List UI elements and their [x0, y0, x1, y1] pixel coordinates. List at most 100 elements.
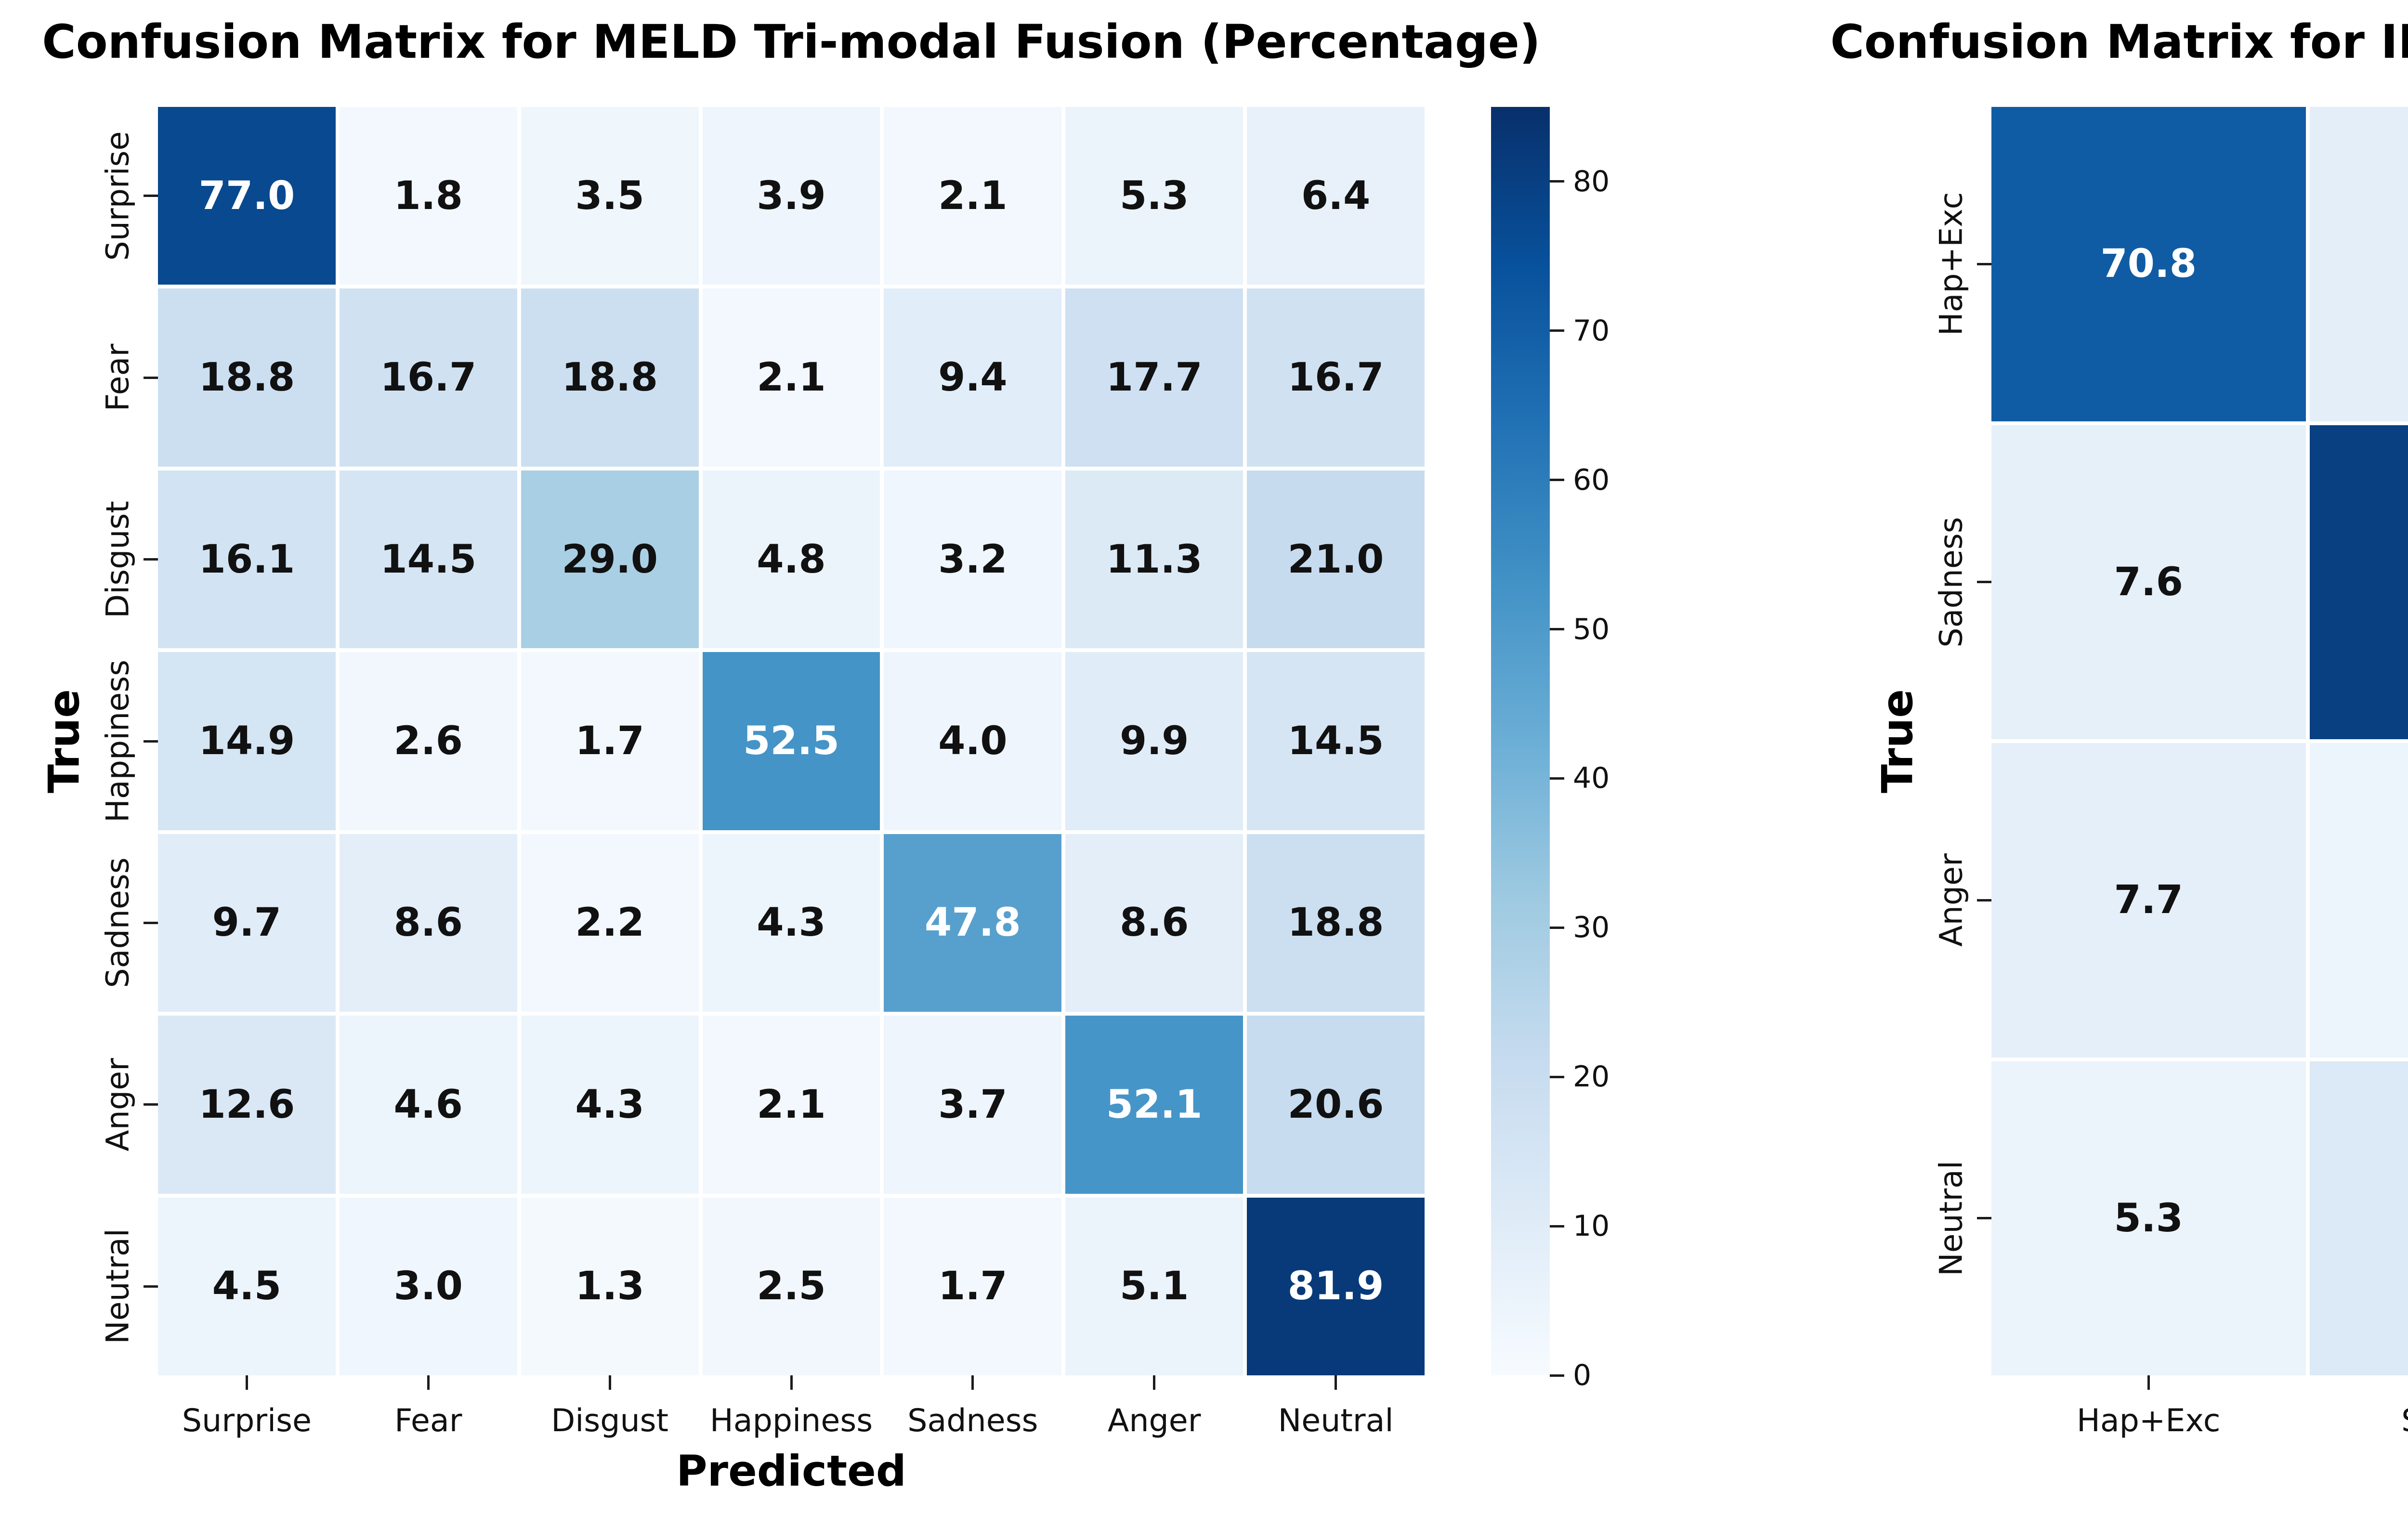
heatmap-cell: 17.7	[1065, 288, 1243, 467]
cell-value: 9.7	[212, 900, 282, 946]
cell-value: 3.5	[575, 173, 644, 219]
cell-value: 18.8	[198, 355, 295, 401]
cell-value: 1.7	[575, 718, 644, 764]
heatmap-cell: 4.6	[2309, 743, 2408, 1058]
heatmap-cell: 4.5	[158, 1197, 336, 1375]
heatmap-cell: 7.6	[1991, 425, 2306, 739]
cell-value: 9.4	[938, 355, 1008, 401]
cell-value: 3.7	[938, 1082, 1008, 1127]
y-tick-label: Sadness	[1933, 517, 1970, 648]
colorbar-tick-mark	[1550, 1075, 1564, 1078]
x-tick-label: Anger	[1107, 1403, 1201, 1439]
cell-value: 14.9	[198, 718, 295, 764]
heatmap-cell: 8.6	[339, 834, 517, 1012]
chart-title: Confusion Matrix for IEMOCAP Tri-modal F…	[1830, 15, 2408, 69]
heatmap-cell: 18.8	[1247, 834, 1425, 1012]
cell-value: 4.8	[757, 536, 826, 582]
colorbar-tick-label: 50	[1573, 612, 1610, 646]
x-tick-mark	[790, 1375, 793, 1390]
cell-value: 6.4	[1301, 173, 1371, 219]
cell-value: 8.6	[393, 900, 463, 946]
cell-value: 5.1	[1119, 1264, 1189, 1309]
heatmap-cell: 8.7	[2309, 107, 2408, 421]
heatmap-cell: 14.5	[1247, 652, 1425, 830]
cell-value: 77.0	[198, 173, 295, 219]
x-tick-mark	[245, 1375, 248, 1390]
cell-value: 8.6	[1119, 900, 1189, 946]
heatmap-cell: 2.2	[521, 834, 699, 1012]
cell-value: 5.3	[1119, 173, 1189, 219]
cell-value: 4.6	[393, 1082, 463, 1127]
heatmap-cell: 11.3	[1065, 470, 1243, 649]
cell-value: 14.5	[1287, 718, 1384, 764]
cell-value: 4.0	[938, 718, 1008, 764]
x-tick-label: Disgust	[551, 1403, 669, 1439]
x-tick-label: Surprise	[182, 1403, 312, 1439]
cell-value: 3.0	[393, 1264, 463, 1309]
cell-value: 2.5	[757, 1264, 826, 1309]
x-tick-label: Neutral	[1278, 1403, 1394, 1439]
heatmap-cell: 6.4	[1247, 107, 1425, 285]
y-tick-label: Hap+Exc	[1933, 192, 1970, 336]
heatmap-grid: 77.0 1.8 3.5 3.9 2.1 5.3 6.4 18.8 16.7 18.8 2.1 9.4…	[158, 107, 1425, 1375]
x-tick-mark	[427, 1375, 430, 1390]
heatmap-cell: 7.7	[1991, 743, 2306, 1058]
heatmap-cell: 12.6	[158, 1016, 336, 1194]
x-tick-label: Happiness	[709, 1403, 873, 1439]
y-tick-label: Anger	[1933, 853, 1970, 947]
cell-value: 2.6	[393, 718, 463, 764]
cell-value: 4.5	[212, 1264, 282, 1309]
heatmap-cell: 9.9	[1065, 652, 1243, 830]
heatmap-cell: 47.8	[884, 834, 1062, 1012]
y-tick-mark	[144, 1103, 158, 1106]
cell-value: 12.6	[198, 1082, 295, 1127]
x-tick-mark	[1335, 1375, 1337, 1390]
x-tick-mark	[1153, 1375, 1156, 1390]
heatmap-cell: 70.8	[1991, 107, 2306, 421]
heatmap-cell: 11.7	[2309, 1061, 2408, 1375]
heatmap-cell: 16.1	[158, 470, 336, 649]
y-tick-mark	[1977, 581, 1991, 584]
cell-value: 3.9	[757, 173, 826, 219]
cell-value: 4.3	[575, 1082, 644, 1127]
heatmap-cell: 2.1	[702, 1016, 880, 1194]
cell-value: 3.2	[938, 536, 1008, 582]
heatmap-cell: 1.3	[521, 1197, 699, 1375]
cell-value: 81.9	[1287, 1264, 1384, 1309]
colorbar-tick-label: 80	[1573, 164, 1610, 198]
heatmap-cell: 9.7	[158, 834, 336, 1012]
colorbar-tick-mark	[1550, 628, 1564, 631]
y-tick-mark	[1977, 262, 1991, 265]
colorbar-tick-mark	[1550, 329, 1564, 332]
heatmap-cell: 2.1	[884, 107, 1062, 285]
heatmap-cell: 4.0	[884, 652, 1062, 830]
cell-value: 1.8	[393, 173, 463, 219]
y-tick-mark	[144, 740, 158, 743]
y-tick-label: Neutral	[1933, 1160, 1970, 1276]
x-tick-mark	[971, 1375, 974, 1390]
heatmap-cell: 2.5	[702, 1197, 880, 1375]
heatmap-cell: 29.0	[521, 470, 699, 649]
cell-value: 47.8	[924, 900, 1021, 946]
heatmap-cell: 9.4	[884, 288, 1062, 467]
cell-value: 7.6	[2114, 559, 2184, 605]
colorbar-tick-label: 10	[1573, 1209, 1610, 1243]
colorbar-tick-mark	[1550, 1225, 1564, 1228]
x-tick-mark	[608, 1375, 611, 1390]
cell-value: 14.5	[380, 536, 477, 582]
cell-value: 11.3	[1106, 536, 1203, 582]
heatmap-grid: 70.88.711.88.77.680.06.75.77.74.672.315.…	[1991, 107, 2408, 1375]
heatmap-cell: 77.0	[158, 107, 336, 285]
heatmap-cell: 1.8	[339, 107, 517, 285]
cell-value: 52.1	[1106, 1082, 1203, 1127]
cell-value: 18.8	[562, 355, 658, 401]
cell-value: 16.7	[1287, 355, 1384, 401]
cell-value: 5.3	[2114, 1195, 2184, 1241]
heatmap-cell: 18.8	[158, 288, 336, 467]
heatmap-cell: 5.3	[1991, 1061, 2306, 1375]
cell-value: 2.1	[757, 355, 826, 401]
cell-value: 18.8	[1287, 900, 1384, 946]
heatmap-cell: 8.6	[1065, 834, 1243, 1012]
